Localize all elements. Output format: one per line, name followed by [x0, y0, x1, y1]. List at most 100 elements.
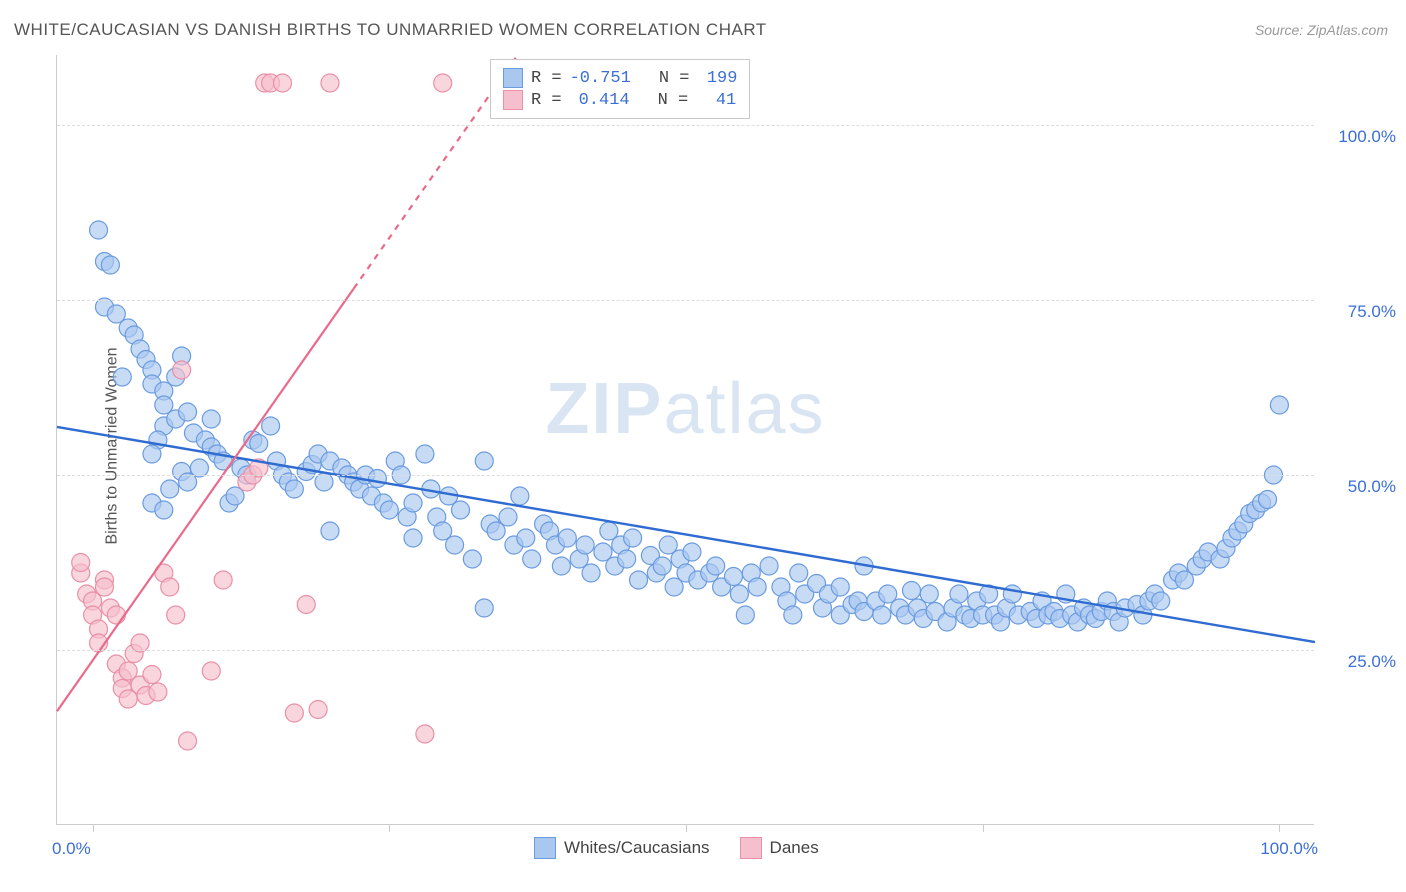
whites-point — [475, 452, 493, 470]
danes-point — [273, 74, 291, 92]
whites-point — [760, 557, 778, 575]
whites-point — [831, 578, 849, 596]
plot-area: ZIPatlas 25.0%50.0%75.0%100.0% — [56, 55, 1314, 825]
whites-point — [653, 557, 671, 575]
legend-swatch — [740, 837, 762, 859]
whites-point — [416, 445, 434, 463]
x-tick — [93, 824, 94, 832]
source-attribution: Source: ZipAtlas.com — [1255, 22, 1388, 38]
whites-point — [368, 470, 386, 488]
whites-point — [873, 606, 891, 624]
danes-point — [214, 571, 232, 589]
danes-point — [434, 74, 452, 92]
whites-point — [707, 557, 725, 575]
stat-n-value: 41 — [696, 91, 736, 110]
whites-point — [683, 543, 701, 561]
whites-point — [618, 550, 636, 568]
whites-point — [784, 606, 802, 624]
whites-point — [736, 606, 754, 624]
legend-swatch — [534, 837, 556, 859]
whites-point — [285, 480, 303, 498]
series-legend: Whites/Caucasians Danes — [534, 837, 819, 859]
x-tick — [983, 824, 984, 832]
y-tick-label: 25.0% — [1322, 652, 1396, 672]
danes-point — [321, 74, 339, 92]
whites-point — [90, 221, 108, 239]
whites-point — [321, 522, 339, 540]
stats-row: R =0.414N =41 — [503, 90, 737, 110]
whites-point — [179, 403, 197, 421]
danes-point — [95, 578, 113, 596]
whites-point — [950, 585, 968, 603]
whites-point — [1003, 585, 1021, 603]
danes-point — [202, 662, 220, 680]
whites-point — [790, 564, 808, 582]
whites-point — [920, 585, 938, 603]
danes-point — [285, 704, 303, 722]
stats-row: R = -0.751 N = 199 — [503, 68, 737, 88]
gridline — [57, 475, 1314, 476]
chart-title: WHITE/CAUCASIAN VS DANISH BIRTHS TO UNMA… — [14, 20, 767, 40]
whites-point — [1152, 592, 1170, 610]
whites-point — [446, 536, 464, 554]
stat-r-value: 0.414 — [570, 91, 630, 110]
whites-point — [101, 256, 119, 274]
danes-point — [416, 725, 434, 743]
x-tick — [389, 824, 390, 832]
stat-r-value: -0.751 — [570, 69, 631, 88]
whites-point — [724, 568, 742, 586]
stat-n-label: N = — [659, 69, 690, 88]
stat-n-label: N = — [658, 91, 689, 110]
whites-trendline — [57, 427, 1315, 642]
whites-point — [475, 599, 493, 617]
whites-point — [1259, 491, 1277, 509]
danes-point — [297, 596, 315, 614]
whites-point — [380, 501, 398, 519]
y-tick-label: 75.0% — [1322, 302, 1396, 322]
danes-point — [72, 554, 90, 572]
x-tick — [686, 824, 687, 832]
danes-point — [149, 683, 167, 701]
whites-point — [582, 564, 600, 582]
whites-point — [630, 571, 648, 589]
x-axis-min-label: 0.0% — [52, 839, 91, 859]
scatter-plot-svg — [57, 55, 1315, 825]
whites-point — [730, 585, 748, 603]
legend-label: Whites/Caucasians — [564, 838, 710, 858]
whites-point — [576, 536, 594, 554]
danes-point — [309, 701, 327, 719]
legend-item: Whites/Caucasians — [534, 837, 710, 859]
danes-point — [143, 666, 161, 684]
stats-legend-box: R = -0.751 N = 199R = 0.414 N = 41 — [490, 59, 750, 119]
whites-point — [1270, 396, 1288, 414]
whites-point — [523, 550, 541, 568]
gridline — [57, 650, 1314, 651]
whites-point — [161, 480, 179, 498]
whites-point — [902, 582, 920, 600]
whites-point — [404, 529, 422, 547]
whites-point — [552, 557, 570, 575]
whites-point — [748, 578, 766, 596]
whites-point — [511, 487, 529, 505]
danes-point — [107, 606, 125, 624]
whites-point — [499, 508, 517, 526]
legend-label: Danes — [770, 838, 819, 858]
whites-point — [250, 435, 268, 453]
danes-point — [161, 578, 179, 596]
whites-point — [404, 494, 422, 512]
legend-item: Danes — [740, 837, 819, 859]
gridline — [57, 300, 1314, 301]
x-tick — [1279, 824, 1280, 832]
danes-point — [167, 606, 185, 624]
stat-n-value: 199 — [697, 69, 737, 88]
danes-point — [179, 732, 197, 750]
whites-point — [558, 529, 576, 547]
stat-r-label: R = — [531, 69, 562, 88]
whites-point — [262, 417, 280, 435]
whites-point — [452, 501, 470, 519]
whites-point — [143, 445, 161, 463]
danes-point — [173, 361, 191, 379]
danes-trendline — [57, 289, 354, 712]
series-swatch — [503, 90, 523, 110]
y-tick-label: 50.0% — [1322, 477, 1396, 497]
